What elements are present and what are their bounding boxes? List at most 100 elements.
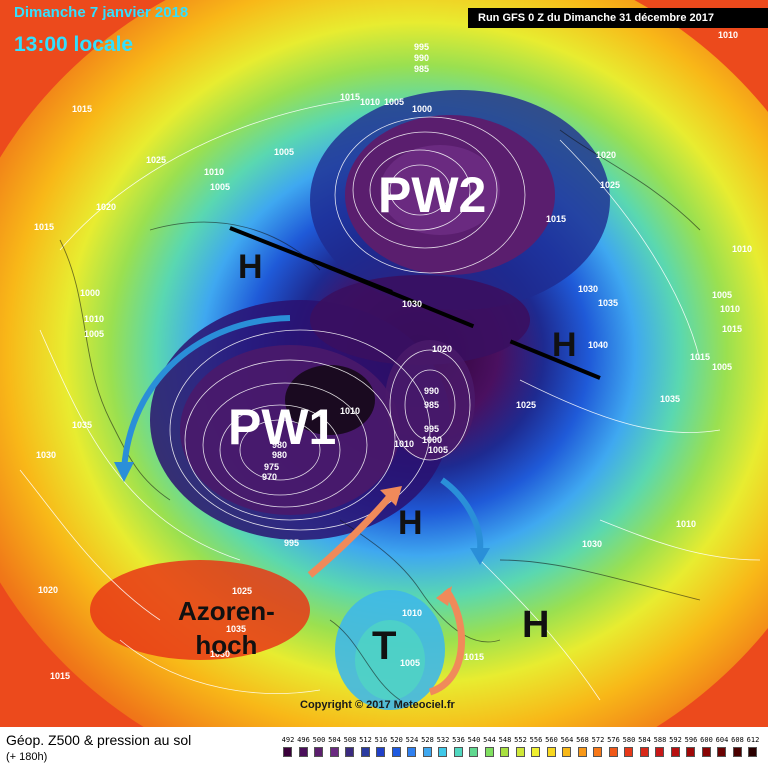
scale-swatch [298, 747, 308, 757]
pressure-label: 1010 [84, 314, 104, 324]
scale-value-label: 528 [421, 736, 434, 744]
scale-value-label: 592 [669, 736, 682, 744]
scale-swatch [515, 747, 525, 757]
scale-value-label: 588 [653, 736, 667, 744]
pressure-label: 1005 [712, 362, 732, 372]
scale-value-label: 548 [498, 736, 512, 744]
copyright-notice: Copyright © 2017 Meteociel.fr [300, 699, 455, 711]
pressure-label: 1030 [582, 539, 602, 549]
pressure-label: 1005 [274, 147, 294, 157]
scale-swatch [469, 747, 478, 757]
pressure-label: 1005 [210, 182, 230, 192]
pressure-label: 1010 [394, 439, 414, 449]
geopotential-field: 995 990 985 1010 1005 1015 1000 1015 102… [0, 0, 768, 727]
scale-swatch [717, 747, 726, 757]
pressure-label: 1000 [422, 435, 442, 445]
scale-value-label: 516 [374, 736, 388, 744]
arrow-head-orange-north [380, 486, 402, 506]
scale-value-label: 612 [746, 736, 760, 744]
scale-value-label: 600 [700, 736, 713, 744]
scale-swatch [701, 747, 711, 757]
weather-map: 995 990 985 1010 1005 1015 1000 1015 102… [0, 0, 768, 727]
scale-swatch [407, 747, 416, 757]
pressure-label: 980 [272, 450, 287, 460]
scale-swatch [422, 747, 432, 757]
pressure-label: 1015 [72, 104, 92, 114]
forecast-date-title: Dimanche 7 janvier 2018 [14, 4, 189, 21]
scale-swatch [577, 747, 587, 757]
pressure-label: 1005 [400, 658, 420, 668]
scale-value-label: 496 [297, 736, 310, 744]
scale-swatch [686, 747, 695, 757]
scale-value-label: 556 [529, 736, 543, 744]
pressure-label: 1020 [432, 344, 452, 354]
scale-value-label: 508 [343, 736, 357, 744]
scale-swatch [670, 747, 680, 757]
forecast-time-title: 13:00 locale [14, 33, 134, 56]
warm-flow-arrow-south [428, 587, 465, 696]
azores-label-line1: Azoren- [178, 596, 275, 626]
pressure-label: 1015 [690, 352, 710, 362]
scale-value-label: 576 [607, 736, 620, 744]
pressure-label: 1005 [84, 329, 104, 339]
scale-swatch [531, 747, 540, 757]
scale-value-label: 536 [452, 736, 465, 744]
scale-value-label: 540 [467, 736, 481, 744]
scale-swatch [391, 747, 401, 757]
arrow-head-blue-west [114, 462, 134, 482]
pressure-label: 1010 [676, 519, 696, 529]
pressure-label: 995 [424, 424, 439, 434]
arrow-head-blue-east [470, 548, 490, 565]
scale-swatch [360, 747, 370, 757]
pressure-label: 1030 [402, 299, 422, 309]
pressure-label: 1010 [732, 244, 752, 254]
scale-value-label: 532 [436, 736, 450, 744]
scale-swatch [593, 747, 602, 757]
cold-flow-arrow-east [440, 477, 484, 551]
pressure-label: 1030 [36, 450, 56, 460]
pressure-label: 1025 [146, 155, 166, 165]
vortex-label-pw1: PW1 [228, 399, 337, 455]
cold-flow-arrow-west [121, 315, 291, 471]
scale-value-label: 500 [312, 736, 326, 744]
scale-value-label: 564 [560, 736, 574, 744]
pressure-label: 1015 [464, 652, 484, 662]
pressure-label: 980 [272, 440, 287, 450]
scale-value-label: 584 [638, 736, 651, 744]
pressure-label: 1010 [204, 167, 224, 177]
scale-value-label: 560 [545, 736, 558, 744]
high-pressure-marker: H [522, 604, 550, 646]
scale-value-label: 524 [405, 736, 419, 744]
pressure-label: 1020 [38, 585, 58, 595]
scale-swatch [732, 747, 742, 757]
scale-value-label: 492 [281, 736, 295, 744]
scale-swatch [546, 747, 556, 757]
scale-value-label: 572 [591, 736, 605, 744]
legend-bar: Géop. Z500 & pression au sol (+ 180h) 49… [0, 727, 768, 768]
pressure-label: 1025 [600, 180, 620, 190]
pressure-label: 1015 [34, 222, 54, 232]
scale-swatch [639, 747, 649, 757]
pressure-label: 1030 [578, 284, 598, 294]
pressure-label: 970 [262, 472, 277, 482]
pressure-label: 1015 [546, 214, 566, 224]
scale-swatch [562, 747, 571, 757]
scale-swatch [329, 747, 339, 757]
scale-swatch [500, 747, 509, 757]
scale-swatch [283, 747, 292, 757]
pressure-label: 1020 [596, 150, 616, 160]
high-pressure-marker: H [398, 504, 423, 542]
pressure-label: 1035 [660, 394, 680, 404]
pressure-label: 1005 [384, 97, 404, 107]
pressure-label: 1015 [50, 671, 70, 681]
scale-swatch [314, 747, 323, 757]
arrow-head-orange-south [436, 586, 452, 606]
scale-swatch [484, 747, 494, 757]
scale-value-label: 504 [328, 736, 341, 744]
pressure-label: 1030 [210, 649, 230, 659]
pressure-label: 1015 [340, 92, 360, 102]
pressure-values: 995 990 985 1010 1005 1015 1000 1015 102… [34, 30, 752, 681]
pressure-label: 1010 [720, 304, 740, 314]
pressure-label: 1035 [226, 624, 246, 634]
pressure-label: 1040 [588, 340, 608, 350]
